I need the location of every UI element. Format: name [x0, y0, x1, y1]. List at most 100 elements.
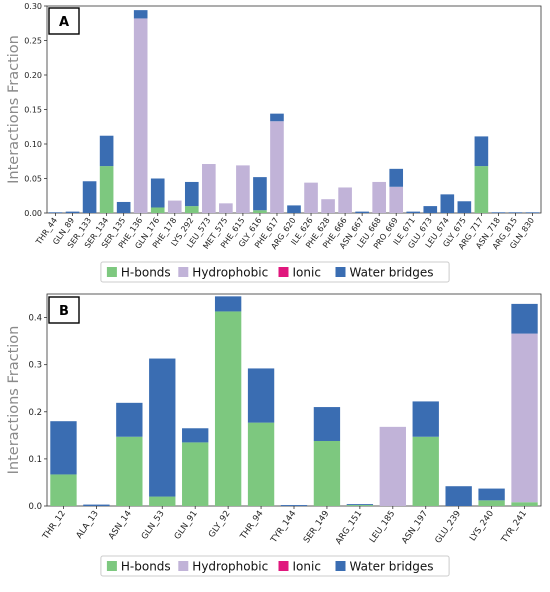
- legend-label: Water bridges: [350, 266, 434, 280]
- legend-label: Ionic: [293, 560, 321, 574]
- y-tick-label: 0.4: [28, 314, 42, 324]
- y-tick-label: 0.15: [24, 106, 42, 115]
- bar-thr-94-water-bridges: [247, 368, 275, 423]
- bar-leu-674-water-bridges: [440, 194, 455, 213]
- panel-label: B: [59, 304, 69, 319]
- bar-thr-12-h-bonds: [50, 474, 77, 506]
- y-tick-label: 0.1: [28, 455, 42, 465]
- chart-panel-a: THR_44GLN_89SER_133SER_134SER_135PHE_136…: [6, 2, 542, 283]
- bar-gly-616-h-bonds: [253, 210, 267, 213]
- bar-leu-668-hydrophobic: [372, 181, 386, 213]
- bar-asn-197-water-bridges: [412, 401, 439, 437]
- x-tick-label: GLN_91: [173, 509, 200, 542]
- bar-arg-151-h-bonds: [346, 505, 374, 506]
- legend-label: Hydrophobic: [192, 560, 268, 574]
- bar-tyr-144-water-bridges: [280, 505, 308, 506]
- bar-phe-628-hydrophobic: [321, 199, 335, 213]
- y-axis-title: Interactions Fraction: [6, 326, 22, 475]
- x-tick-label: GLN_53: [140, 509, 167, 542]
- bar-gly-616-water-bridges: [253, 177, 267, 211]
- bar-phe-617-water-bridges: [270, 113, 284, 122]
- legend-swatch: [106, 267, 117, 277]
- x-tick-label: GLY_92: [207, 509, 233, 540]
- panel-label-box: [48, 296, 80, 324]
- y-axis-title: Interactions Fraction: [6, 35, 22, 184]
- y-tick-label: 0.10: [24, 140, 42, 149]
- bar-pro-669-water-bridges: [389, 168, 404, 187]
- bar-arg-815-water-bridges: [508, 212, 523, 213]
- bar-glu-673-water-bridges: [423, 206, 438, 213]
- bar-pro-669-hydrophobic: [389, 186, 404, 213]
- bar-leu-573-hydrophobic: [202, 164, 216, 213]
- bar-ser-133-water-bridges: [82, 181, 97, 213]
- bar-asn-667-water-bridges: [355, 211, 369, 213]
- bar-leu-185-hydrophobic: [379, 426, 406, 506]
- legend-swatch: [178, 267, 189, 277]
- x-tick-label: ARG_151: [334, 509, 364, 547]
- bar-arg-717-h-bonds: [474, 166, 489, 213]
- x-tick-label: ASN_14: [107, 509, 134, 541]
- legend-label: Ionic: [293, 266, 321, 280]
- x-tick-label: GLU_239: [433, 509, 463, 546]
- legend-swatch: [335, 561, 346, 571]
- bar-asn-14-h-bonds: [116, 436, 143, 506]
- y-tick-label: 0.25: [24, 37, 42, 46]
- bar-asn-14-water-bridges: [116, 402, 143, 437]
- legend-label: Water bridges: [350, 560, 434, 574]
- bar-gly-92-water-bridges: [214, 296, 242, 312]
- legend-swatch: [278, 267, 289, 277]
- panel-label: A: [59, 15, 69, 30]
- bar-met-575-hydrophobic: [219, 203, 233, 213]
- bar-ser-135-water-bridges: [116, 201, 131, 213]
- bar-ile-671-water-bridges: [406, 211, 421, 213]
- x-tick-label: TYR_144: [269, 509, 299, 546]
- bar-tyr-241-h-bonds: [511, 502, 538, 506]
- bar-gln-176-h-bonds: [150, 207, 165, 213]
- y-tick-label: 0.30: [24, 2, 42, 11]
- bar-glu-239-water-bridges: [445, 486, 472, 506]
- bar-ser-134-h-bonds: [99, 166, 114, 213]
- legend-swatch: [278, 561, 289, 571]
- bar-asn-197-h-bonds: [412, 436, 439, 506]
- y-tick-label: 0.05: [24, 175, 42, 184]
- bar-gln-830-water-bridges: [525, 212, 540, 213]
- bar-arg-151-water-bridges: [346, 504, 374, 506]
- bar-ile-626-hydrophobic: [304, 182, 318, 213]
- bar-gly-92-h-bonds: [214, 311, 242, 506]
- plot-frame: [46, 5, 542, 214]
- x-tick-label: ALA_13: [75, 509, 101, 541]
- x-tick-label: ASN_197: [400, 509, 430, 546]
- bar-ser-149-water-bridges: [313, 407, 341, 441]
- chart-panel-b: THR_12 ALA_13 ASN_14 GLN_53 GLN_91 GLY_92 THR_…: [6, 293, 542, 577]
- bar-gln-91-h-bonds: [182, 442, 209, 506]
- legend-swatch: [178, 561, 189, 571]
- bar-phe-178-hydrophobic: [167, 200, 182, 213]
- y-tick-label: 0.0: [28, 502, 42, 512]
- legend-label: Hydrophobic: [192, 266, 268, 280]
- bar-gln-176-water-bridges: [150, 178, 165, 208]
- bar-arg-620-water-bridges: [287, 205, 301, 213]
- bar-lys-240-h-bonds: [478, 500, 505, 506]
- bar-gln-53-water-bridges: [149, 358, 176, 497]
- x-tick-label: THR_94: [238, 509, 265, 542]
- bar-ser-134-water-bridges: [99, 135, 114, 167]
- bar-phe-666-hydrophobic: [338, 187, 352, 213]
- legend: H-bonds Hydrophobic Ionic Water bridges: [100, 555, 450, 577]
- bar-thr-94-h-bonds: [247, 422, 275, 506]
- bar-gly-675-water-bridges: [457, 201, 472, 213]
- bar-gln-89-water-bridges: [65, 211, 80, 213]
- bar-thr-12-water-bridges: [50, 421, 77, 475]
- bar-lys-240-water-bridges: [478, 488, 505, 501]
- bar-gln-91-water-bridges: [182, 428, 209, 443]
- x-tick-label: THR_12: [40, 509, 67, 542]
- bar-phe-617-hydrophobic: [270, 121, 284, 213]
- bar-lys-292-water-bridges: [184, 181, 199, 207]
- legend-swatch: [106, 561, 117, 571]
- legend-label: H-bonds: [121, 266, 171, 280]
- y-tick-label: 0.20: [24, 71, 42, 80]
- legend-label: H-bonds: [121, 560, 171, 574]
- bar-ser-149-h-bonds: [313, 440, 341, 506]
- bar-phe-615-hydrophobic: [236, 165, 250, 213]
- x-tick-label: TYR_241: [499, 509, 529, 546]
